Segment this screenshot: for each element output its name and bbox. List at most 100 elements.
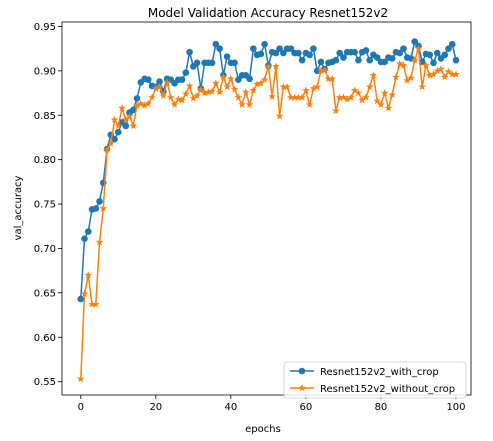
plot-frame: [61, 21, 472, 396]
data-point: [290, 93, 299, 101]
data-point: [440, 73, 449, 81]
data-point: [272, 62, 280, 70]
legend-marker-with-crop: [298, 367, 306, 375]
data-point: [396, 49, 404, 57]
data-point: [223, 82, 231, 91]
data-point: [287, 45, 295, 52]
x-tick-label: 40: [224, 402, 237, 413]
data-point: [84, 228, 92, 235]
data-point: [242, 88, 250, 96]
data-point: [275, 112, 284, 120]
data-point: [261, 40, 268, 48]
data-point: [264, 62, 273, 70]
data-point: [163, 78, 171, 86]
data-point: [227, 74, 235, 83]
legend-label-without-crop: Resnet152v2_without_crop: [320, 384, 455, 395]
data-point: [110, 115, 119, 123]
data-point: [122, 122, 130, 130]
data-point: [197, 85, 205, 93]
data-point: [140, 101, 149, 109]
data-point: [339, 93, 348, 101]
data-point: [99, 204, 108, 212]
data-point: [351, 48, 358, 56]
data-point: [96, 198, 103, 205]
data-point: [305, 100, 314, 108]
data-point: [145, 76, 152, 84]
data-point: [358, 96, 366, 104]
data-point: [283, 82, 291, 91]
data-point: [298, 56, 306, 64]
data-point: [178, 76, 186, 84]
data-point: [410, 56, 419, 64]
y-axis: 0.55 0.60 0.65 0.70 0.75 0.80 0.85 0.90 0.95: [34, 22, 62, 388]
data-point: [400, 45, 407, 52]
y-tick-label: 0.65: [34, 288, 56, 299]
data-point: [193, 59, 201, 67]
data-point: [276, 45, 283, 52]
data-point: [114, 121, 123, 130]
y-tick-label: 0.95: [34, 22, 56, 33]
data-point: [332, 106, 340, 115]
data-point: [395, 59, 404, 67]
data-point: [204, 88, 213, 96]
data-point: [219, 73, 228, 81]
x-tick-label: 60: [300, 402, 313, 413]
data-point: [388, 55, 396, 62]
data-point: [111, 135, 118, 143]
data-point: [373, 97, 381, 105]
data-point: [106, 139, 115, 147]
data-point: [392, 73, 400, 81]
data-point: [223, 53, 231, 60]
data-point: [84, 271, 93, 279]
data-point: [437, 65, 445, 73]
data-point: [186, 48, 193, 56]
data-point: [350, 86, 359, 94]
data-point: [245, 100, 254, 108]
data-point: [335, 93, 344, 101]
data-point: [313, 67, 321, 75]
x-tick-label: 80: [375, 402, 388, 413]
data-point: [354, 89, 363, 97]
data-point: [257, 79, 265, 87]
y-tick-label: 0.70: [34, 244, 56, 255]
data-point: [249, 86, 258, 94]
data-point: [384, 104, 393, 112]
data-point: [253, 80, 261, 88]
data-point: [433, 66, 442, 75]
data-point: [418, 82, 427, 91]
data-point: [362, 47, 370, 54]
data-point: [343, 95, 351, 103]
data-point: [103, 145, 111, 154]
data-point: [317, 66, 325, 75]
data-point: [279, 82, 288, 91]
data-point: [407, 73, 415, 82]
data-point: [182, 69, 190, 76]
data-point: [260, 75, 269, 83]
data-point: [448, 40, 456, 48]
data-point: [340, 54, 347, 61]
data-point: [444, 67, 453, 75]
data-point: [441, 51, 449, 59]
data-point: [429, 70, 438, 78]
y-tick-label: 0.85: [34, 111, 56, 122]
data-point: [399, 61, 408, 69]
data-point: [77, 295, 85, 303]
data-point: [178, 96, 186, 104]
data-point: [133, 95, 141, 102]
data-point: [268, 92, 276, 100]
data-point: [362, 93, 370, 101]
data-point: [328, 74, 336, 83]
chart-title: Model Validation Accuracy Resnet152v2: [148, 6, 388, 20]
data-point: [332, 56, 340, 64]
data-point: [231, 59, 238, 67]
data-point: [167, 93, 175, 101]
data-point: [133, 101, 141, 109]
data-point: [216, 45, 223, 52]
data-point: [95, 238, 104, 246]
data-point: [250, 45, 257, 52]
data-point: [425, 71, 434, 79]
data-point: [355, 56, 362, 64]
data-point: [80, 289, 89, 297]
data-point: [189, 94, 198, 102]
data-point: [182, 89, 190, 98]
